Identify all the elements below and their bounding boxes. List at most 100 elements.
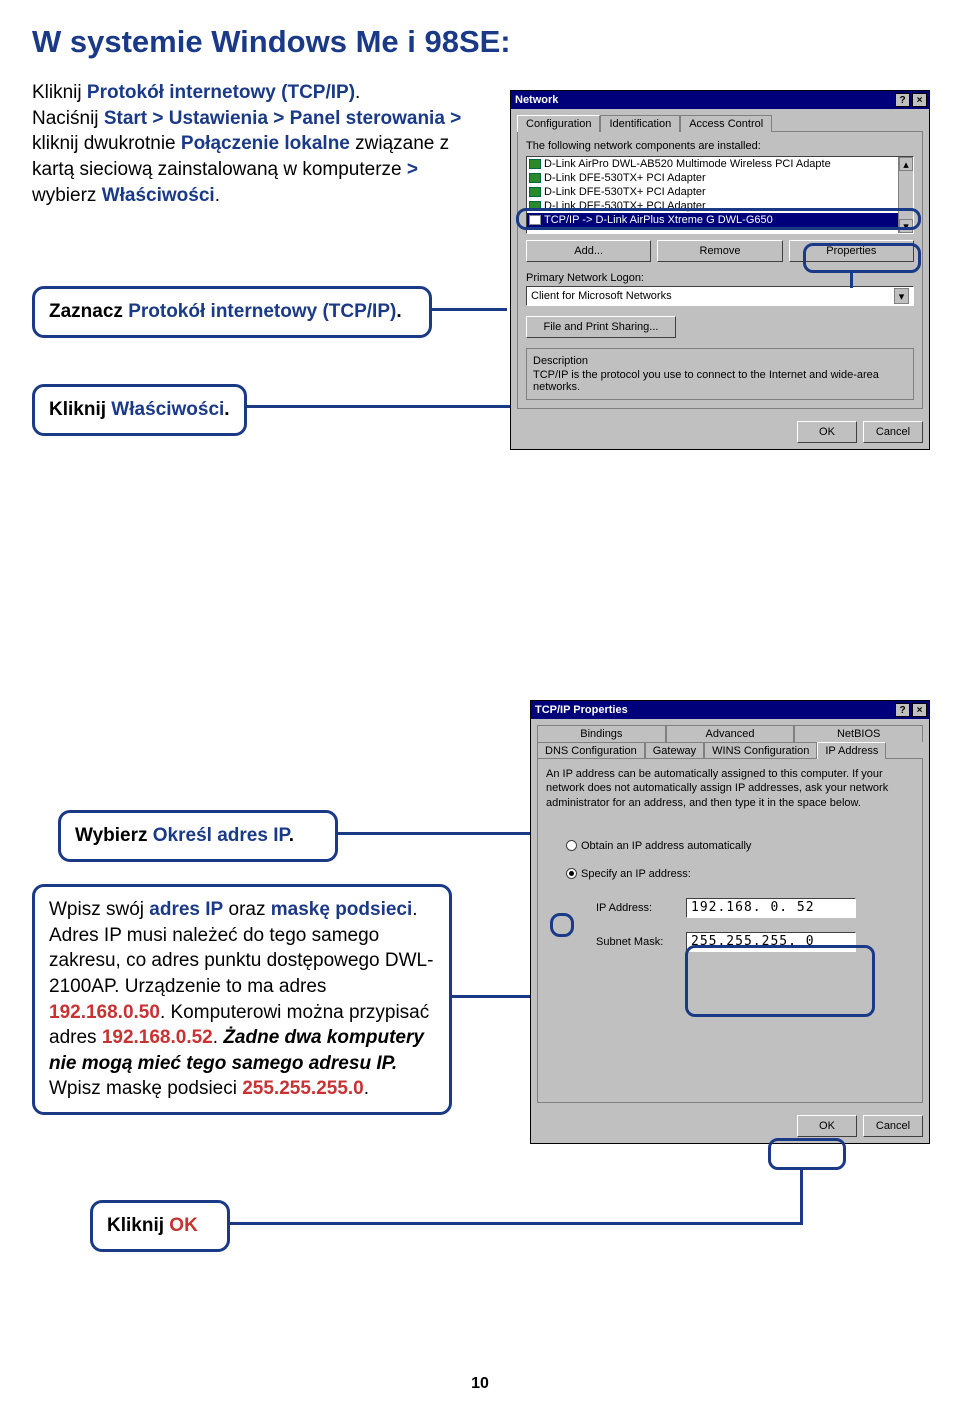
desc-label: Description: [533, 355, 907, 367]
callout-enter-ip: Wpisz swój adres IP oraz maskę podsieci.…: [32, 884, 452, 1115]
network-titlebar[interactable]: Network ? ×: [511, 91, 929, 109]
list-item-selected[interactable]: TCP/IP -> D-Link AirPlus Xtreme G DWL-G6…: [527, 213, 913, 227]
network-tabs: Configuration Identification Access Cont…: [517, 115, 923, 132]
box2-suffix: .: [224, 399, 229, 420]
box3-opt: Określ adres IP: [153, 825, 289, 846]
tab-configuration[interactable]: Configuration: [517, 115, 600, 132]
logon-value: Client for Microsoft Networks: [531, 290, 672, 302]
b4-maskv: 255.255.255.0: [242, 1078, 364, 1099]
box5-ok: OK: [169, 1215, 198, 1236]
radio-specify-row[interactable]: Specify an IP address:: [566, 868, 914, 880]
chevron-down-icon: ▾: [894, 288, 909, 304]
box3-prefix: Wybierz: [75, 825, 153, 846]
radio-obtain-row[interactable]: Obtain an IP address automatically: [566, 840, 914, 852]
tab-dns[interactable]: DNS Configuration: [537, 742, 645, 759]
tab-advanced[interactable]: Advanced: [666, 725, 795, 742]
help-button[interactable]: ?: [895, 703, 910, 717]
box1-suffix: .: [396, 301, 401, 322]
callout-click-ok: Kliknij OK: [90, 1200, 230, 1252]
list-item[interactable]: D-Link DFE-530TX+ PCI Adapter: [527, 185, 913, 199]
intro-prefix: Kliknij: [32, 82, 87, 103]
tab-netbios[interactable]: NetBIOS: [794, 725, 923, 742]
intro-text: Kliknij Protokół internetowy (TCP/IP). N…: [32, 80, 462, 208]
mask-input[interactable]: 255.255.255. 0: [686, 932, 856, 952]
nic-icon: [529, 201, 541, 211]
tab-identification[interactable]: Identification: [600, 115, 680, 132]
desc-text: TCP/IP is the protocol you use to connec…: [533, 369, 907, 393]
box1-protocol: Protokół internetowy (TCP/IP): [128, 301, 396, 322]
radio-obtain[interactable]: [566, 840, 577, 851]
list-item[interactable]: D-Link DFE-530TX+ PCI Adapter: [527, 199, 913, 213]
callout-select-protocol: Zaznacz Protokół internetowy (TCP/IP).: [32, 286, 432, 338]
intro-path: Start > Ustawienia > Panel sterowania >: [104, 108, 461, 129]
nic-icon: [529, 187, 541, 197]
list-item[interactable]: D-Link AirPro DWL-AB520 Multimode Wirele…: [527, 157, 913, 171]
scroll-down-button[interactable]: ▾: [899, 219, 913, 233]
cancel-button[interactable]: Cancel: [863, 1115, 923, 1137]
tcpip-titlebar[interactable]: TCP/IP Properties ? ×: [531, 701, 929, 719]
intro-conn: Połączenie lokalne: [181, 133, 350, 154]
scroll-up-button[interactable]: ▴: [899, 157, 913, 171]
remove-button[interactable]: Remove: [657, 240, 782, 262]
description-group: Description TCP/IP is the protocol you u…: [526, 348, 914, 400]
ip-label: IP Address:: [596, 902, 686, 914]
box1-prefix: Zaznacz: [49, 301, 128, 322]
intro-gt: >: [407, 159, 418, 180]
cancel-button[interactable]: Cancel: [863, 421, 923, 443]
intro-protocol: Protokół internetowy (TCP/IP): [87, 82, 355, 103]
scrollbar[interactable]: ▴ ▾: [898, 157, 913, 233]
tcpip-intro: An IP address can be automatically assig…: [546, 767, 914, 810]
intro-l2b: kliknij dwukrotnie: [32, 133, 181, 154]
connector-box3: [338, 832, 538, 835]
b4-addr2: 192.168.0.52: [102, 1027, 213, 1048]
nic-icon: [529, 159, 541, 169]
b4-addr1: 192.168.0.50: [49, 1002, 160, 1023]
help-button[interactable]: ?: [895, 93, 910, 107]
b4-l1a: Wpisz swój: [49, 899, 149, 920]
network-dialog: Network ? × Configuration Identification…: [510, 90, 930, 450]
tcpip-dialog: TCP/IP Properties ? × Bindings Advanced …: [530, 700, 930, 1144]
mask-label: Subnet Mask:: [596, 936, 686, 948]
connector-box5-v: [800, 1170, 803, 1225]
radio-specify[interactable]: [566, 868, 577, 879]
radio-obtain-label: Obtain an IP address automatically: [581, 840, 751, 852]
list-item-label: D-Link DFE-530TX+ PCI Adapter: [544, 186, 706, 198]
installed-label: The following network components are ins…: [526, 140, 914, 152]
page-title: W systemie Windows Me i 98SE:: [32, 24, 511, 60]
nic-icon: [529, 173, 541, 183]
ok-button[interactable]: OK: [797, 421, 857, 443]
network-title-text: Network: [515, 94, 558, 106]
b4-suffix: .: [364, 1078, 369, 1099]
tab-ip-address[interactable]: IP Address: [817, 742, 886, 759]
tcpip-tabs-row2: DNS Configuration Gateway WINS Configura…: [537, 742, 923, 759]
box5-prefix: Kliknij: [107, 1215, 169, 1236]
tab-bindings[interactable]: Bindings: [537, 725, 666, 742]
b4-l5: Wpisz maskę podsieci: [49, 1078, 242, 1099]
logon-label: Primary Network Logon:: [526, 272, 914, 284]
properties-button[interactable]: Properties: [789, 240, 914, 262]
close-button[interactable]: ×: [912, 93, 927, 107]
add-button[interactable]: Add...: [526, 240, 651, 262]
connector-box1: [432, 308, 507, 311]
b4-mask: maskę podsieci: [271, 899, 413, 920]
page-number: 10: [0, 1375, 960, 1393]
callout-click-properties: Kliknij Właściwości.: [32, 384, 247, 436]
ok-button[interactable]: OK: [797, 1115, 857, 1137]
list-item[interactable]: D-Link DFE-530TX+ PCI Adapter: [527, 171, 913, 185]
close-button[interactable]: ×: [912, 703, 927, 717]
intro-l2a: Naciśnij: [32, 108, 104, 129]
connector-properties: [850, 273, 853, 288]
tab-access-control[interactable]: Access Control: [680, 115, 772, 132]
connector-box5-h: [230, 1222, 800, 1225]
list-item-label: D-Link DFE-530TX+ PCI Adapter: [544, 172, 706, 184]
ip-input[interactable]: 192.168. 0. 52: [686, 898, 856, 918]
list-item-label: TCP/IP -> D-Link AirPlus Xtreme G DWL-G6…: [544, 214, 773, 226]
components-listbox[interactable]: D-Link AirPro DWL-AB520 Multimode Wirele…: [526, 156, 914, 234]
intro-l2d: wybierz: [32, 185, 102, 206]
connector-box4: [452, 995, 534, 998]
file-print-sharing-button[interactable]: File and Print Sharing...: [526, 316, 676, 338]
logon-dropdown[interactable]: Client for Microsoft Networks ▾: [526, 286, 914, 306]
tab-wins[interactable]: WINS Configuration: [704, 742, 817, 759]
tab-gateway[interactable]: Gateway: [645, 742, 704, 759]
radio-specify-label: Specify an IP address:: [581, 868, 691, 880]
